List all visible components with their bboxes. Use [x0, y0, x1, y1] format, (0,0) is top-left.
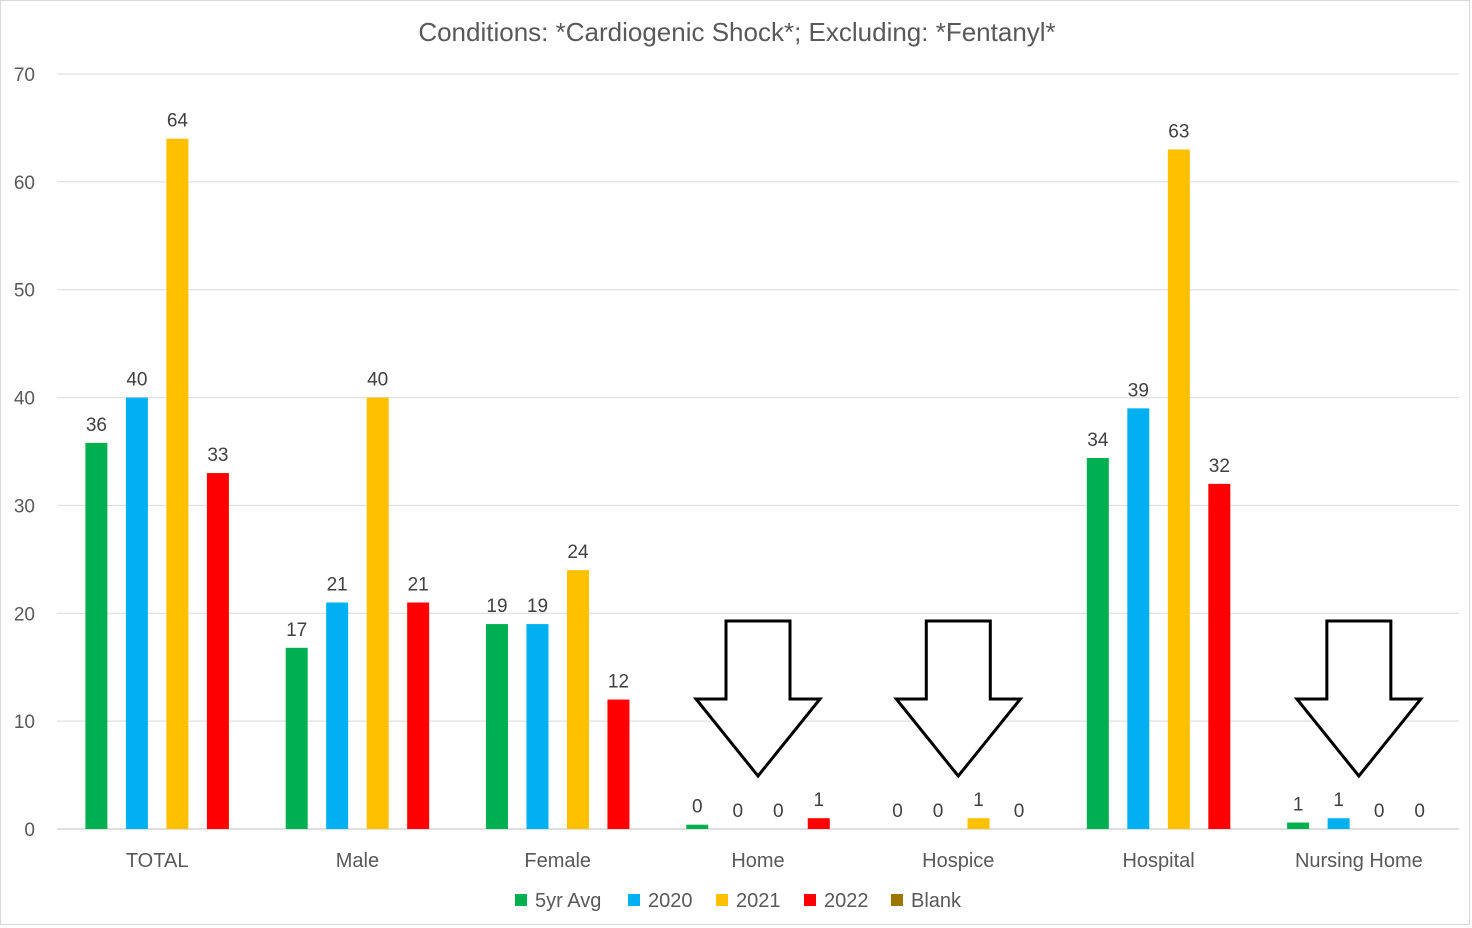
data-label: 40: [367, 370, 388, 391]
y-tick-label: 40: [14, 389, 35, 410]
bar-2020-male: [326, 602, 349, 829]
bar-2022-male: [407, 602, 430, 829]
bar-5yr-avg-total: [85, 442, 108, 829]
data-label: 34: [1087, 430, 1109, 451]
bar-2022-home: [807, 818, 830, 829]
bar-2021-total: [166, 138, 189, 829]
bar-2021-hospital: [1167, 149, 1190, 829]
data-label: 0: [892, 801, 903, 822]
bar-2021-hospice: [967, 818, 990, 829]
data-label: 21: [408, 575, 429, 596]
data-label: 12: [608, 672, 629, 693]
bar-2020-hospital: [1127, 408, 1150, 829]
data-label: 0: [732, 801, 743, 822]
bar-2022-total: [206, 473, 229, 829]
y-tick-label: 50: [14, 281, 35, 302]
bars: [85, 138, 1350, 829]
bar-2021-female: [566, 570, 589, 829]
y-tick-label: 60: [14, 173, 35, 194]
bar-5yr-avg-male: [285, 647, 308, 829]
bar-2022-female: [607, 699, 630, 829]
y-tick-label: 20: [14, 604, 35, 625]
data-label: 0: [1374, 801, 1385, 822]
legend: 5yr Avg 2020 2021 2022 Blank: [515, 890, 962, 912]
bar-5yr-avg-nursing-home: [1287, 822, 1310, 829]
data-label: 19: [527, 596, 548, 617]
y-tick-label: 70: [14, 65, 35, 86]
data-label: 1: [973, 790, 984, 811]
data-label: 1: [1333, 790, 1344, 811]
data-label: 0: [1414, 801, 1425, 822]
data-label: 17: [286, 620, 307, 641]
bar-2020-female: [526, 624, 549, 829]
legend-label: 2022: [824, 890, 869, 912]
legend-label: 5yr Avg: [535, 890, 601, 912]
legend-label: 2021: [736, 890, 781, 912]
data-label: 33: [207, 445, 228, 466]
data-label: 63: [1168, 122, 1189, 143]
bar-5yr-avg-home: [686, 824, 709, 829]
legend-swatch: [628, 894, 640, 906]
data-label: 36: [86, 415, 107, 436]
bar-5yr-avg-hospital: [1086, 457, 1109, 829]
legend-swatch: [804, 894, 816, 906]
x-category-label: Hospital: [1122, 850, 1194, 872]
x-category-label: Nursing Home: [1295, 850, 1423, 872]
data-label: 0: [933, 801, 944, 822]
bar-2020-total: [125, 397, 148, 829]
x-category-label: Hospice: [922, 850, 994, 872]
x-axis-categories: TOTAL Male Female Home Hospice Hospital Nursin…: [126, 850, 1423, 872]
legend-label: 2020: [648, 890, 693, 912]
data-label: 64: [167, 111, 189, 132]
data-label: 0: [692, 797, 703, 818]
data-label: 24: [567, 542, 589, 563]
down-arrow-icon: [893, 619, 1024, 779]
data-label: 0: [1014, 801, 1025, 822]
bar-2021-male: [366, 397, 389, 829]
down-arrow-icon: [1293, 619, 1424, 779]
data-label: 1: [813, 790, 824, 811]
chart-title: Conditions: *Cardiogenic Shock*; Excludi…: [418, 17, 1055, 47]
x-category-label: Male: [336, 850, 379, 872]
x-category-label: Female: [524, 850, 591, 872]
data-label: 21: [327, 575, 348, 596]
data-label: 0: [773, 801, 784, 822]
data-label: 1: [1293, 795, 1304, 816]
y-tick-label: 10: [14, 712, 35, 733]
data-label: 32: [1209, 456, 1230, 477]
y-axis-ticks: 0 10 20 30 40 50 60 70: [14, 65, 35, 841]
y-tick-label: 30: [14, 496, 35, 517]
legend-label: Blank: [911, 890, 962, 912]
down-arrow-icon: [692, 619, 824, 779]
data-labels: 36 40 64 33 17 21 40 21 19 19 24 12 0 0 0 1 0 0 1 0 34 39 63 32…: [86, 111, 1425, 822]
legend-swatch: [515, 894, 527, 906]
x-category-label: TOTAL: [126, 850, 189, 872]
x-category-label: Home: [731, 850, 784, 872]
bar-2020-nursing-home: [1327, 818, 1350, 829]
legend-swatch: [716, 894, 728, 906]
arrow-annotations: [692, 619, 1424, 779]
bar-2022-hospital: [1208, 483, 1231, 829]
y-tick-label: 0: [24, 820, 35, 841]
bar-5yr-avg-female: [485, 624, 508, 829]
data-label: 39: [1128, 380, 1149, 401]
legend-swatch: [891, 894, 903, 906]
data-label: 19: [486, 596, 507, 617]
data-label: 40: [126, 370, 147, 391]
